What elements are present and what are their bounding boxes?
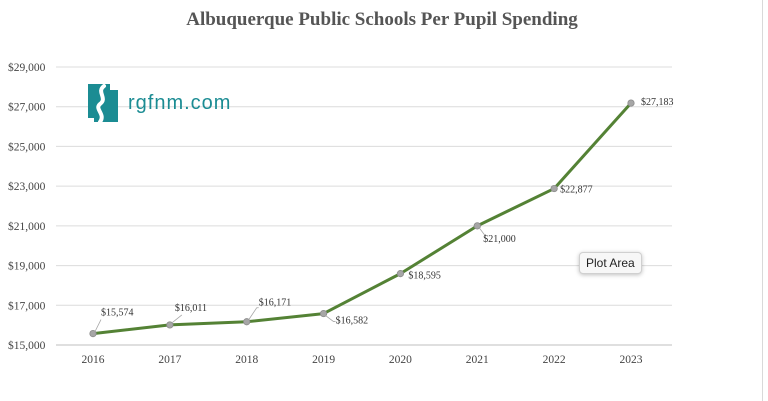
logo-text: rgfnm.com	[128, 91, 232, 114]
data-label: $27,183	[641, 97, 674, 108]
data-labels: $15,574 $16,011 $16,171 $16,582 $18,595 $21,0…	[94, 97, 674, 332]
y-tick-label: $29,000	[8, 61, 46, 74]
logo: rgfnm.com	[86, 81, 231, 125]
plot-area-tooltip: Plot Area	[579, 252, 642, 274]
y-tick-label: $17,000	[8, 299, 46, 312]
y-tick-label: $15,000	[8, 339, 46, 352]
x-tick-label: 2021	[466, 354, 489, 366]
y-axis-labels: $15,000 $17,000 $19,000 $21,000 $23,000 $25,0…	[8, 61, 46, 352]
label-leader-line	[478, 227, 486, 237]
data-label: $16,011	[175, 303, 207, 314]
y-tick-label: $23,000	[8, 180, 46, 193]
data-label: $16,582	[336, 316, 369, 327]
y-tick-label: $21,000	[8, 220, 46, 233]
x-tick-label: 2022	[543, 354, 566, 366]
y-tick-label: $19,000	[8, 260, 46, 273]
label-leader-line	[325, 315, 336, 322]
x-tick-label: 2016	[82, 354, 105, 366]
y-tick-label: $25,000	[8, 140, 46, 153]
label-leader-line	[94, 319, 102, 332]
data-label: $21,000	[483, 234, 516, 245]
data-point[interactable]	[473, 222, 481, 230]
x-tick-label: 2017	[158, 354, 181, 366]
x-tick-label: 2019	[312, 354, 335, 366]
data-label: $15,574	[101, 308, 134, 319]
data-label: $16,171	[259, 298, 292, 309]
data-point[interactable]	[550, 184, 558, 193]
x-tick-label: 2023	[620, 354, 643, 366]
gridlines	[56, 66, 672, 346]
data-point[interactable]	[89, 330, 97, 338]
y-tick-label: $27,000	[8, 101, 46, 114]
x-tick-label: 2020	[389, 354, 412, 366]
data-point[interactable]	[627, 99, 635, 107]
chart-title: Albuquerque Public Schools Per Pupil Spe…	[186, 9, 578, 30]
data-point[interactable]	[243, 318, 251, 326]
label-leader-line	[171, 314, 183, 324]
data-point[interactable]	[319, 309, 328, 318]
data-label: $18,595	[408, 271, 441, 282]
label-leader-line	[248, 307, 259, 320]
series-layer[interactable]	[89, 99, 635, 338]
new-mexico-logo-icon	[88, 84, 118, 124]
window-edge	[762, 0, 763, 401]
data-point[interactable]	[396, 270, 405, 278]
x-axis-labels: 2016 2017 2018 2019 2020 2021 2022 2023	[82, 354, 643, 366]
x-tick-label: 2018	[235, 354, 258, 366]
series-line[interactable]	[91, 101, 633, 336]
data-label: $22,877	[560, 185, 593, 196]
data-point[interactable]	[166, 321, 174, 329]
